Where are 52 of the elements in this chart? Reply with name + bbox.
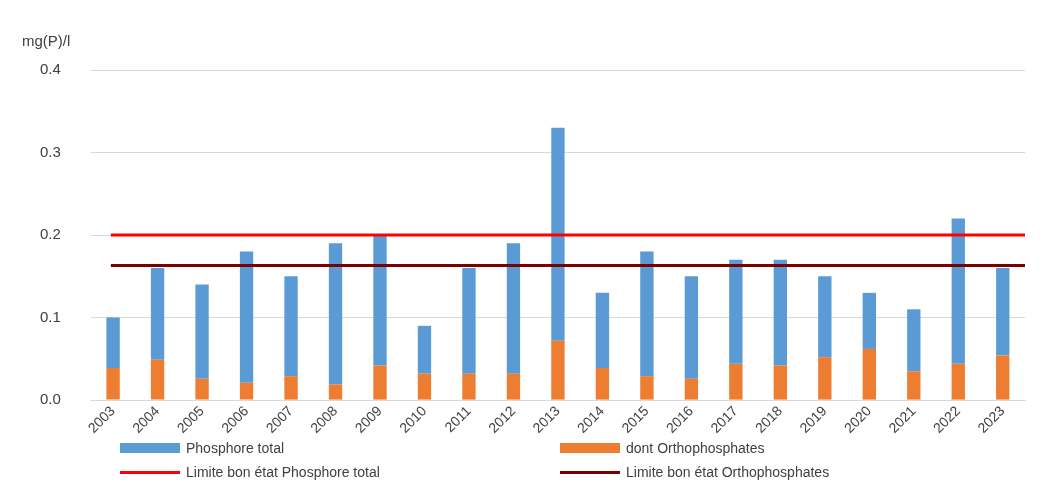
bar	[907, 309, 921, 372]
bar	[640, 376, 654, 400]
bar	[239, 251, 254, 383]
bar	[818, 276, 832, 358]
bar	[862, 348, 876, 400]
bar	[195, 284, 209, 379]
bar	[462, 373, 476, 400]
bar	[595, 367, 610, 400]
y-tick-label: 0.1	[39, 307, 61, 325]
bar	[951, 363, 965, 400]
bar	[284, 276, 298, 377]
bar	[684, 276, 699, 379]
bar	[106, 367, 120, 400]
bar	[951, 218, 965, 364]
bar	[373, 365, 387, 400]
bar	[729, 363, 743, 400]
bar	[506, 243, 521, 374]
bar	[328, 243, 343, 385]
y-tick-label: 0.2	[39, 225, 61, 243]
bar	[106, 317, 120, 368]
bar	[996, 355, 1010, 400]
bar	[907, 371, 921, 400]
legend-label: Phosphore total	[186, 440, 285, 456]
bar	[996, 268, 1010, 356]
bar	[328, 384, 343, 400]
bar	[551, 127, 565, 341]
legend-label: dont Orthophosphates	[626, 440, 765, 456]
y-tick-label: 0.4	[39, 60, 61, 78]
bar	[551, 340, 565, 400]
bar	[773, 259, 788, 366]
bar	[773, 365, 788, 400]
bar	[640, 251, 654, 377]
bar	[150, 268, 165, 360]
bar	[373, 235, 387, 366]
bar	[862, 292, 876, 349]
bar	[417, 373, 432, 400]
bar	[195, 378, 209, 400]
y-tick-label: 0.0	[39, 390, 61, 408]
bar	[595, 292, 610, 368]
bar	[462, 268, 476, 374]
bar	[284, 376, 298, 400]
bar	[729, 259, 743, 364]
bar	[239, 382, 254, 400]
bar	[417, 325, 432, 374]
bar	[506, 373, 521, 400]
legend-label: Limite bon état Orthophosphates	[626, 464, 830, 480]
bar	[150, 359, 165, 400]
y-axis-title: mg(P)/l	[22, 32, 71, 50]
y-tick-label: 0.3	[39, 142, 61, 160]
legend-label: Limite bon état Phosphore total	[186, 464, 380, 480]
bar	[818, 357, 832, 400]
bar	[684, 378, 699, 400]
